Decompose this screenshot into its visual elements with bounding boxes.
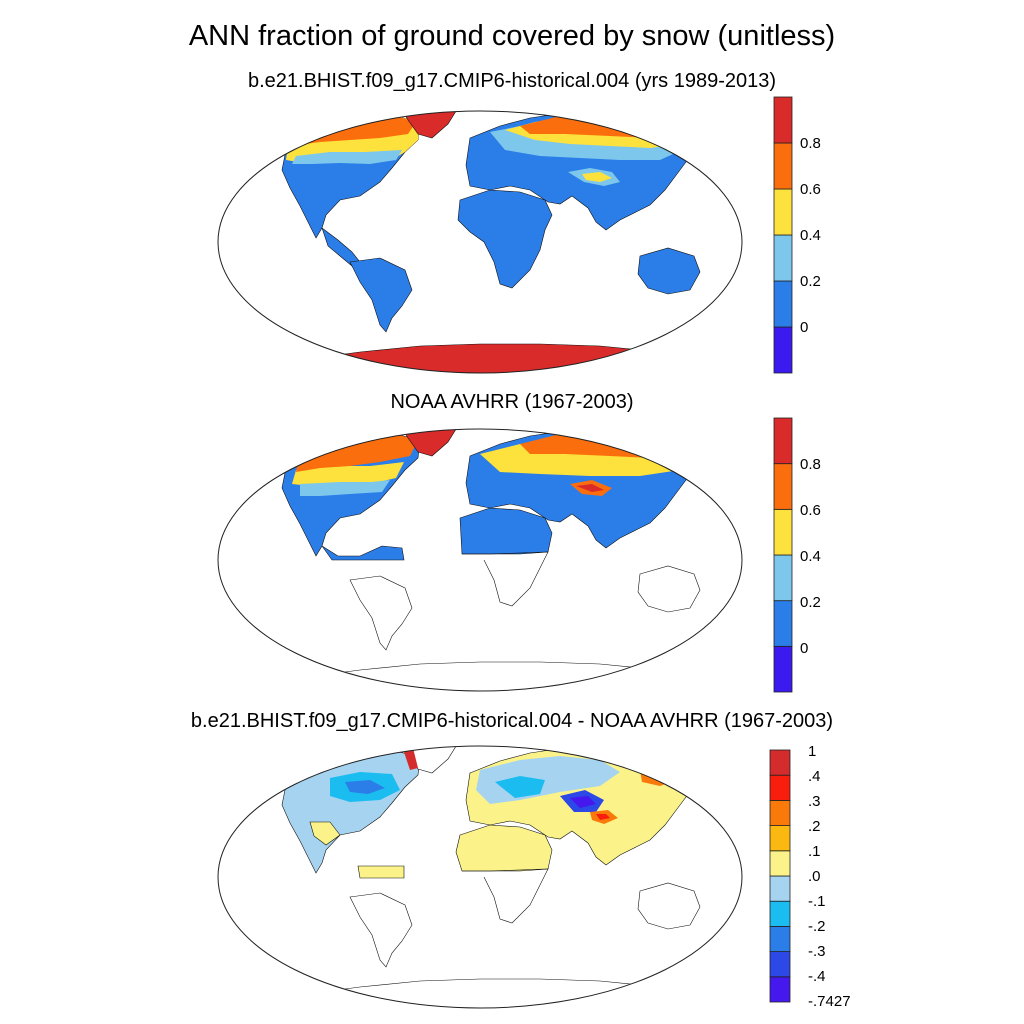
p3-central-america (357, 865, 405, 879)
colorbar-tick-label: -.7427 (808, 993, 851, 1010)
map-outline-1 (217, 110, 743, 374)
p3-canada-darkblue (345, 780, 385, 794)
p2-africa-outline (462, 551, 549, 607)
colorbar-tick-label: -.3 (808, 943, 826, 960)
p2-antarctica (299, 661, 721, 679)
p3-africa-outline (462, 868, 549, 924)
colorbar-box (769, 825, 791, 852)
p2-greenland (397, 429, 459, 457)
colorbar-tick-label: -.4 (808, 968, 826, 985)
p2-north-africa (459, 507, 553, 555)
map-panel-2 (281, 429, 721, 679)
p3-tibet-violet (570, 796, 596, 808)
p2-south-america (349, 575, 413, 651)
p1-central-america (321, 227, 361, 267)
p3-africa-north (455, 824, 553, 872)
colorbar-tick-label: -.1 (808, 893, 826, 910)
colorbar-2: 0.8 0.6 0.4 0.2 0 (773, 417, 821, 693)
colorbar-3: 1 .4 .3 .2 .1 .0 -.1 -.2 -.3 -.4 -.7427 (769, 743, 851, 1010)
p2-central-america (321, 545, 405, 561)
colorbar-box (769, 951, 791, 978)
colorbar-box (773, 234, 793, 282)
figure-title: ANN fraction of ground covered by snow (… (188, 20, 836, 52)
p1-australia (637, 247, 701, 295)
colorbar-tick-label: 0.4 (800, 548, 821, 565)
map-panel-3 (281, 746, 721, 996)
colorbar-box (773, 645, 793, 693)
colorbar-box (769, 900, 791, 927)
colorbar-box (769, 850, 791, 877)
colorbar-box (769, 926, 791, 953)
p2-north-america-light (300, 480, 390, 496)
colorbar-tick-label: 0.4 (800, 227, 821, 244)
map-outline-2 (217, 428, 743, 692)
colorbar-tick-label: .2 (808, 818, 821, 835)
colorbar-tick-label: -.2 (808, 918, 826, 935)
p2-canada (296, 434, 418, 472)
map-panel-1 (219, 111, 741, 373)
colorbar-tick-label: 0.8 (800, 456, 821, 473)
colorbar-tick-label: .1 (808, 843, 821, 860)
colorbar-box (769, 800, 791, 827)
p3-south-america (349, 892, 413, 968)
p3-mexico (309, 821, 341, 846)
p3-east-siberia (650, 756, 690, 776)
colorbar-box (773, 554, 793, 602)
p1-north-america-light (292, 150, 402, 164)
colorbar-box (773, 417, 793, 465)
p1-canada-arctic (298, 116, 416, 145)
colorbar-tick-label: 0 (800, 640, 808, 657)
colorbar-1: 0.8 0.6 0.4 0.2 0 (773, 96, 821, 374)
colorbar-box (773, 508, 793, 556)
panel-3-title: b.e21.BHIST.f09_g17.CMIP6-historical.004… (190, 710, 834, 732)
panel-2-title: NOAA AVHRR (1967-2003) (390, 391, 634, 413)
p2-australia (637, 565, 701, 613)
colorbar-tick-label: 0.6 (800, 181, 821, 198)
colorbar-tick-label: 0.2 (800, 273, 821, 290)
colorbar-box (773, 96, 793, 144)
colorbar-box (769, 774, 791, 801)
p3-antarctica (299, 978, 721, 996)
colorbar-box (773, 188, 793, 236)
panel-1-title: b.e21.BHIST.f09_g17.CMIP6-historical.004… (247, 70, 777, 92)
colorbar-tick-label: .4 (808, 768, 821, 785)
p1-south-america (349, 257, 413, 333)
colorbar-box (769, 976, 791, 1003)
colorbar-tick-label: .3 (808, 793, 821, 810)
p3-tibet-red (596, 814, 610, 820)
colorbar-box (769, 875, 791, 902)
colorbar-box (773, 600, 793, 647)
colorbar-box (773, 326, 793, 374)
colorbar-tick-label: 1 (808, 743, 816, 760)
colorbar-tick-label: 0.2 (800, 594, 821, 611)
p3-north-america (281, 750, 421, 874)
colorbar-box (769, 749, 791, 776)
p1-tibet-core (582, 172, 612, 182)
map-outline-3 (217, 745, 743, 1009)
colorbar-box (773, 280, 793, 328)
colorbar-tick-label: .0 (808, 868, 821, 885)
colorbar-tick-label: 0.8 (800, 135, 821, 152)
p1-antarctica (219, 343, 741, 373)
p3-europe-blue (495, 776, 545, 798)
p1-africa (457, 189, 553, 289)
colorbar-tick-label: 0 (800, 319, 808, 336)
p3-australia (637, 882, 701, 930)
p1-greenland (397, 111, 459, 139)
colorbar-box (773, 142, 793, 190)
p2-tibet-red (576, 484, 604, 492)
colorbar-box (773, 463, 793, 510)
colorbar-tick-label: 0.6 (800, 502, 821, 519)
